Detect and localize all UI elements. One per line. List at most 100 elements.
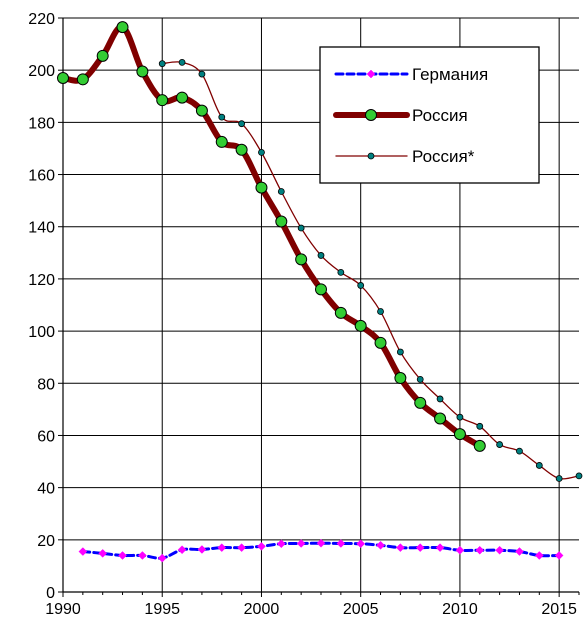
- data-point: [534, 551, 544, 560]
- data-point: [257, 541, 266, 551]
- axes: 0 20 40 60 80 100 120 140 160 180 200 220 1990 1995 20…: [28, 11, 580, 618]
- data-point: [475, 545, 485, 555]
- data-point: [414, 396, 427, 409]
- data-point: [473, 439, 486, 452]
- data-point: [275, 215, 288, 228]
- y-tick-label: 0: [46, 585, 55, 602]
- data-point: [316, 538, 326, 548]
- x-tick-label: 2010: [442, 601, 478, 618]
- data-point: [575, 472, 583, 480]
- data-point: [217, 543, 227, 552]
- x-tick-label: 1995: [144, 601, 180, 618]
- legend-label: Германия: [412, 65, 488, 84]
- series-layer: [57, 21, 583, 563]
- data-point: [354, 319, 367, 332]
- data-point: [177, 545, 187, 555]
- data-point: [297, 224, 305, 232]
- data-point: [176, 91, 189, 104]
- legend-swatch-marker: [367, 152, 375, 160]
- data-point: [415, 543, 425, 552]
- data-point: [394, 372, 407, 385]
- data-point: [78, 547, 88, 556]
- data-point: [495, 545, 504, 555]
- data-point: [396, 543, 405, 552]
- data-point: [118, 551, 127, 560]
- data-point: [235, 143, 248, 156]
- data-point: [258, 148, 265, 156]
- data-point: [416, 375, 424, 383]
- data-point: [535, 462, 543, 469]
- data-point: [76, 73, 89, 86]
- y-tick-label: 60: [37, 428, 55, 445]
- series-2: [158, 58, 583, 482]
- data-point: [295, 253, 308, 266]
- data-point: [357, 282, 365, 289]
- data-point: [255, 181, 268, 194]
- legend-label: Россия: [412, 106, 468, 125]
- data-point: [315, 283, 327, 296]
- legend-label: Россия*: [412, 147, 475, 166]
- data-point: [377, 308, 384, 315]
- data-point: [334, 306, 347, 319]
- data-point: [515, 547, 524, 556]
- data-point: [195, 104, 208, 117]
- data-point: [374, 336, 387, 349]
- y-tick-label: 160: [28, 168, 55, 185]
- data-point: [554, 551, 564, 560]
- data-point: [157, 553, 167, 563]
- legend-swatch-marker: [366, 69, 376, 79]
- y-tick-label: 140: [28, 220, 55, 237]
- data-point: [356, 539, 366, 549]
- data-point: [435, 543, 445, 552]
- y-tick-label: 100: [28, 324, 55, 341]
- series-line: [161, 61, 580, 480]
- legend-swatch-marker: [365, 109, 377, 121]
- data-point: [376, 540, 385, 550]
- data-point: [197, 545, 207, 554]
- x-tick-label: 2015: [541, 601, 577, 618]
- data-point: [218, 113, 226, 121]
- data-point: [436, 395, 444, 403]
- data-point: [238, 120, 246, 128]
- data-point: [456, 413, 464, 421]
- data-point: [116, 21, 129, 34]
- data-point: [516, 447, 523, 455]
- data-point: [317, 252, 325, 259]
- series-line: [60, 24, 483, 449]
- data-point: [277, 188, 285, 195]
- x-tick-label: 2000: [244, 601, 280, 618]
- data-point: [96, 49, 109, 62]
- y-tick-label: 40: [37, 481, 55, 498]
- data-point: [136, 65, 149, 78]
- data-point: [296, 539, 306, 548]
- y-tick-label: 200: [28, 63, 55, 80]
- y-tick-label: 80: [37, 376, 55, 393]
- data-point: [237, 543, 246, 552]
- data-point: [496, 441, 504, 448]
- data-point: [476, 422, 484, 430]
- data-point: [453, 428, 466, 441]
- data-point: [57, 72, 69, 85]
- data-point: [156, 94, 169, 107]
- data-point: [555, 475, 563, 482]
- data-point: [336, 539, 346, 548]
- data-point: [98, 549, 108, 558]
- data-point: [396, 348, 404, 356]
- data-point: [158, 60, 166, 68]
- legend: Германия Россия Россия*: [319, 46, 540, 184]
- series-1: [57, 21, 486, 452]
- y-tick-label: 20: [37, 533, 55, 550]
- data-point: [198, 70, 206, 78]
- y-tick-label: 180: [28, 115, 55, 132]
- series-0: [78, 538, 564, 563]
- y-tick-label: 220: [28, 11, 55, 28]
- y-tick-label: 120: [28, 272, 55, 289]
- x-tick-label: 1990: [45, 601, 81, 618]
- x-tick-label: 2005: [343, 601, 379, 618]
- data-point: [337, 268, 345, 276]
- data-point: [178, 58, 186, 66]
- data-point: [455, 545, 465, 555]
- data-point: [434, 412, 447, 425]
- data-point: [276, 539, 286, 549]
